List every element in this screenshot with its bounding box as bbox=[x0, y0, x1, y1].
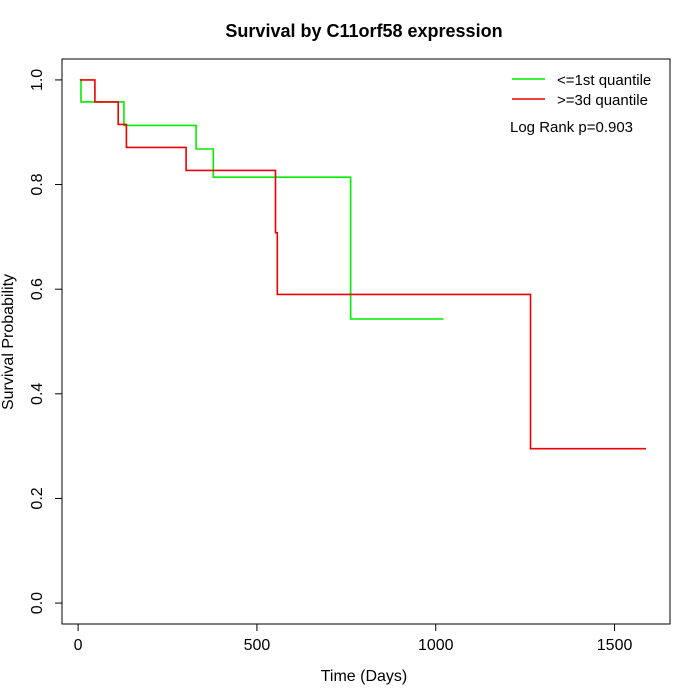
y-axis: 0.0 0.2 0.4 0.6 0.8 1.0 bbox=[29, 69, 63, 614]
survival-curve-series-2 bbox=[79, 79, 646, 450]
y-tick-label: 0.4 bbox=[29, 383, 46, 405]
x-axis: 0 500 1000 1500 bbox=[74, 623, 633, 654]
y-tick-label: 1.0 bbox=[29, 69, 46, 91]
y-tick-label: 0.2 bbox=[29, 487, 46, 509]
y-tick-label: 0.6 bbox=[29, 278, 46, 300]
x-tick-label: 1000 bbox=[418, 637, 454, 654]
y-axis-label: Survival Probability bbox=[0, 274, 17, 410]
logrank-annotation: Log Rank p=0.903 bbox=[510, 119, 633, 136]
legend-label-series-1: <=1st quantile bbox=[557, 72, 651, 89]
y-tick-label: 0.8 bbox=[29, 173, 46, 195]
x-axis-label: Time (Days) bbox=[321, 668, 408, 685]
legend: <=1st quantile >=3d quantile bbox=[512, 72, 651, 109]
x-tick-label: 500 bbox=[244, 637, 271, 654]
legend-label-series-2: >=3d quantile bbox=[557, 92, 648, 109]
plot-frame bbox=[61, 58, 671, 625]
survival-curve-series-1 bbox=[79, 79, 444, 320]
y-tick-label: 0.0 bbox=[29, 592, 46, 614]
x-tick-label: 0 bbox=[74, 637, 83, 654]
chart-title: Survival by C11orf58 expression bbox=[225, 21, 502, 41]
series-layer bbox=[79, 79, 646, 450]
x-tick-label: 1500 bbox=[597, 637, 633, 654]
